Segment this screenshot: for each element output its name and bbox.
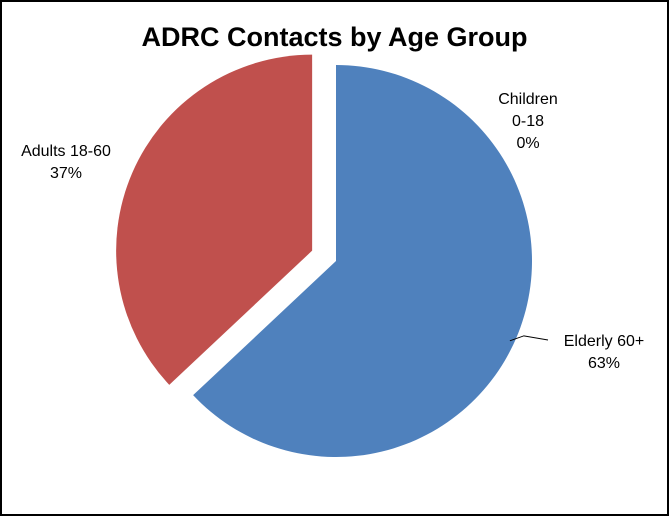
data-label-2-line-2: 0% <box>516 135 539 152</box>
data-label-2: Children 0-18 0% <box>498 91 558 152</box>
data-label-1-line-0: Adults 18-60 <box>21 143 111 160</box>
data-label-2-line-0: Children <box>498 91 558 108</box>
leader-line-0 <box>509 335 549 342</box>
labels-layer: Elderly 60+ 63% Adults 18-60 37% Children 0-1… <box>21 91 644 372</box>
chart-title: ADRC Contacts by Age Group <box>141 22 528 52</box>
data-label-0-line-1: 63% <box>588 355 620 372</box>
data-label-1-line-1: 37% <box>50 165 82 182</box>
pie-slice-1 <box>116 54 313 385</box>
data-label-0-line-0: Elderly 60+ <box>564 333 645 350</box>
leader-lines-layer <box>509 335 549 342</box>
data-label-0: Elderly 60+ 63% <box>564 333 645 372</box>
data-label-1: Adults 18-60 37% <box>21 143 111 182</box>
pie-slice-0 <box>193 65 532 457</box>
slices-layer <box>116 54 532 457</box>
data-label-2-line-1: 0-18 <box>512 113 544 130</box>
